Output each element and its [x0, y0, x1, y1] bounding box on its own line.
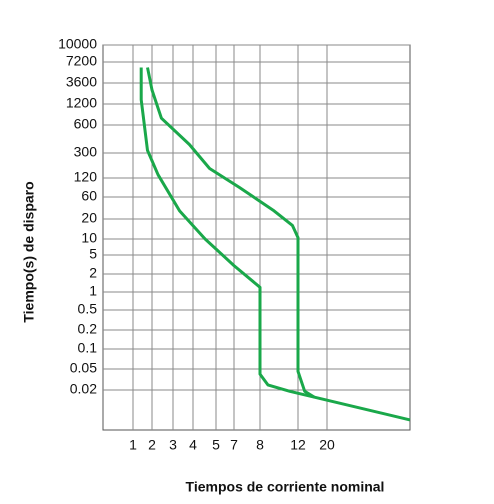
y-tick-label: 300	[74, 144, 98, 160]
y-tick-label: 20	[81, 210, 97, 226]
y-tick-label: 0.1	[78, 340, 98, 356]
y-tick-label: 10000	[58, 36, 97, 52]
y-tick-label: 0.05	[70, 360, 97, 376]
x-tick-label: 3	[169, 437, 177, 453]
x-tick-label: 7	[230, 437, 238, 453]
trip-curve	[146, 67, 316, 399]
plot-frame	[102, 44, 411, 431]
x-axis-title: Tiempos de corriente nominal	[186, 479, 385, 495]
y-tick-label: 1	[89, 283, 97, 299]
x-tick-label: 20	[319, 437, 335, 453]
y-tick-label: 2	[89, 265, 97, 281]
y-tick-label: 0.02	[70, 381, 97, 397]
y-tick-label: 0.5	[78, 301, 98, 317]
y-axis-title: Tiempo(s) de disparo	[21, 181, 37, 322]
y-tick-label: 1200	[66, 95, 97, 111]
x-tick-label: 5	[212, 437, 220, 453]
y-tick-label: 60	[81, 188, 97, 204]
trip-curve	[139, 67, 411, 422]
x-tick-label: 12	[290, 437, 306, 453]
y-tick-label: 3600	[66, 74, 97, 90]
y-tick-label: 120	[74, 169, 98, 185]
y-tick-label: 7200	[66, 53, 97, 69]
y-tick-label: 10	[81, 230, 97, 246]
x-tick-label: 1	[129, 437, 137, 453]
y-tick-label: 600	[74, 116, 98, 132]
y-tick-label: 5	[89, 246, 97, 262]
y-tick-label: 0.2	[78, 321, 98, 337]
x-tick-label: 2	[148, 437, 156, 453]
x-tick-label: 8	[256, 437, 264, 453]
x-tick-label: 4	[189, 437, 197, 453]
